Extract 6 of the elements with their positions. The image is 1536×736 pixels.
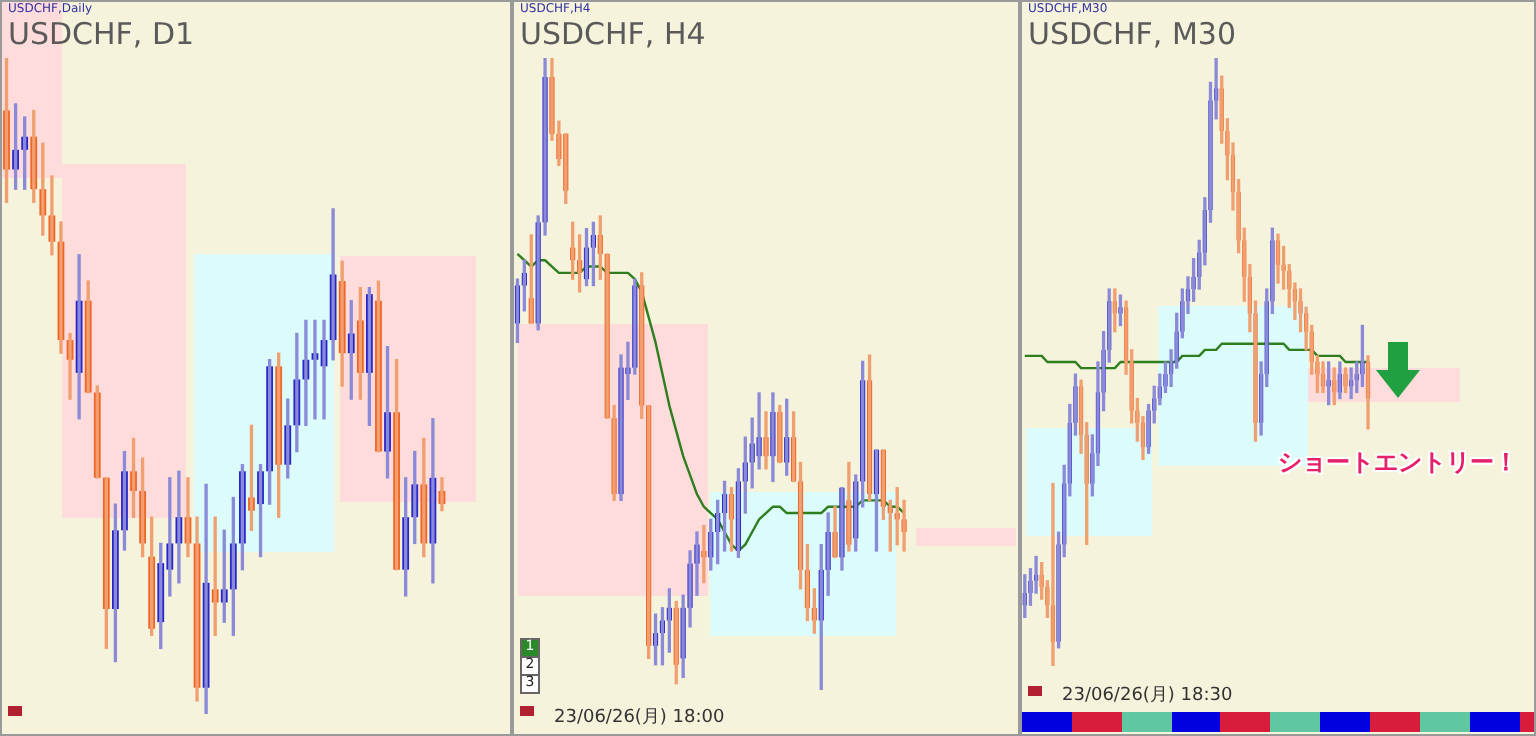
text: 23/06/26(月) 18:00 [554,708,725,730]
chart-title: USDCHF, M30 [1028,16,1236,52]
annotation: ショートエントリー！ [1278,448,1518,477]
chart-title: USDCHF, D1 [8,16,195,52]
chart-title: USDCHF, H4 [520,16,706,52]
text: 23/06/26(月) 18:30 [1062,686,1233,708]
